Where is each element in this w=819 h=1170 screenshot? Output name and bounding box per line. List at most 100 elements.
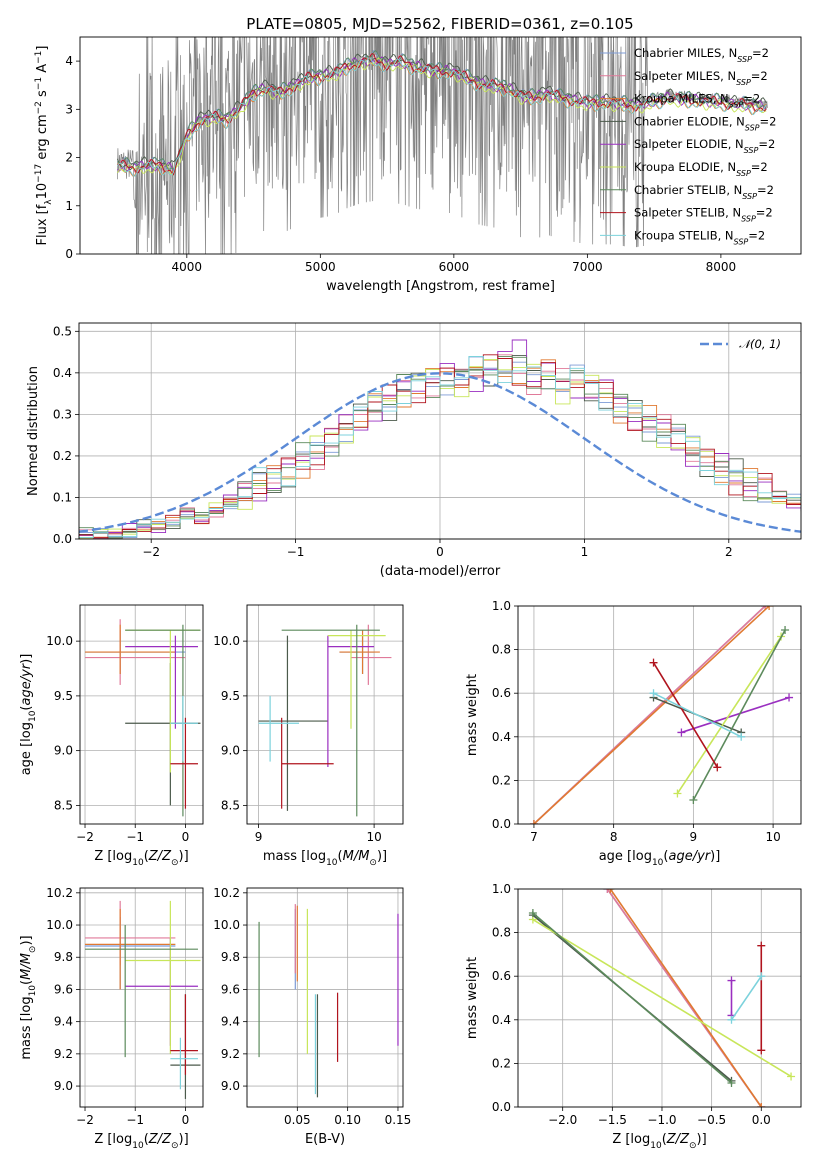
label-part: 10 [132, 1141, 144, 1151]
label-part: erg cm [35, 114, 50, 163]
x-tick-label: 0 [182, 830, 190, 844]
legend-entry: Chabrier ELODIE, NSSP=2 [634, 114, 776, 131]
plot-area [85, 900, 201, 1099]
model-spectrum-chabrier-stelib [117, 50, 767, 170]
axes-age-vs-Z: −2 −1 08.59.09.510.0Z [log10(Z/Z⊙)]age [lo… [19, 604, 204, 868]
weight-series-kroupa-stelib [649, 689, 746, 741]
weight-line [609, 889, 762, 1107]
label-part: )] [710, 849, 720, 864]
errorbar-chabrier-elodie [125, 663, 201, 806]
label-part: ( [19, 980, 34, 985]
y-tick-label: 0.4 [492, 730, 511, 744]
label-part: Z [log [94, 849, 132, 864]
axes-mass-vs-EBV: 0.05 0.10 0.15 9.0 9.2 9.4 9.6 9.8 10.0 10.2 E(B-V… [213, 886, 411, 1147]
y-tick-label: 9.0 [221, 1079, 240, 1093]
y-tick-label: 8.5 [54, 798, 73, 812]
label-part: 10 [652, 858, 664, 868]
x-tick-label: 8000 [706, 260, 737, 274]
x-axis-label: Z [log10(Z/Z⊙)] [94, 1132, 188, 1151]
weight-point [677, 728, 686, 737]
weight-point [689, 796, 698, 805]
label-part: ( [663, 849, 668, 864]
legend-entry: Salpeter STELIB, NSSP=2 [634, 206, 773, 224]
weight-series-kroupa-elodie [528, 915, 796, 1081]
y-tick-label: 10.0 [213, 918, 240, 932]
x-tick-label: −1 [126, 1113, 144, 1127]
label-part: −1 [34, 77, 44, 90]
weight-point [785, 693, 794, 702]
label-part: Flux [f [35, 204, 50, 245]
errorbar-salpeter-elodie [125, 937, 198, 1046]
label-part: −2 [34, 101, 44, 114]
label-part: age [log [19, 722, 34, 775]
legend-entry: Kroupa STELIB, NSSP=2 [634, 228, 765, 246]
model-spectrum-chabrier-elodie [116, 53, 767, 171]
y-tick-label: 1.0 [492, 599, 511, 613]
y-tick-label: 0.6 [492, 969, 511, 983]
y-tick-label: 0.4 [492, 1013, 511, 1027]
label-part: ] [35, 46, 50, 51]
x-tick-label: −1.5 [598, 1113, 627, 1127]
y-axis-label: mass weight [465, 957, 480, 1039]
x-tick-label: 7000 [572, 260, 603, 274]
label-part: age [log [599, 849, 652, 864]
weight-series-chabrier-stelib [689, 625, 790, 805]
weight-line [652, 662, 718, 768]
weight-point [649, 689, 658, 698]
weight-series-kroupa-miles [606, 889, 766, 1107]
x-tick-label: 0.15 [385, 1113, 412, 1127]
axes-residuals: −2 −1 0 1 2 0.0 0.1 0.2 0.3 0.4 0.5 (data-model)/er… [26, 322, 802, 579]
label-part: Z [log [94, 1132, 132, 1147]
y-tick-label: 9.8 [221, 950, 240, 964]
plot-area [258, 624, 392, 817]
label-part: Chabrier STELIB, N [634, 183, 742, 197]
weight-series-salpeter-stelib [649, 658, 722, 772]
label-part: ( [144, 1132, 149, 1147]
weight-point [757, 1046, 766, 1055]
axes-frame [79, 887, 204, 1108]
y-tick-label: 9.2 [221, 1047, 240, 1061]
grid [79, 323, 801, 540]
x-tick-label: −2 [76, 1113, 94, 1127]
legend-entry: Kroupa ELODIE, NSSP=2 [634, 160, 768, 178]
label-part: −17 [34, 164, 44, 183]
weight-line [692, 629, 786, 801]
label-part: =2 [758, 137, 775, 151]
legend-entry: Salpeter ELODIE, NSSP=2 [634, 137, 775, 155]
errorbar-kroupa-miles [85, 624, 176, 674]
y-tick-label: 0.1 [53, 490, 72, 504]
y-tick-label: 0.2 [492, 1056, 511, 1070]
axes-frame [517, 888, 802, 1108]
label-part: =2 [760, 114, 777, 128]
x-tick-label: −1.0 [647, 1113, 676, 1127]
residuals-legend: 𝒩(0, 1) [700, 337, 781, 351]
grid [247, 888, 403, 1107]
label-part: Kroupa MILES, N [634, 92, 729, 106]
weight-point [765, 606, 774, 610]
label-part: mass [log [263, 849, 326, 864]
y-tick-label: 9.0 [54, 744, 73, 758]
label-part: SSP [737, 55, 752, 64]
label-part: ( [19, 706, 34, 711]
label-part: age/yr [19, 662, 34, 705]
label-part: Kroupa ELODIE, N [634, 160, 736, 174]
x-tick-label: 7 [530, 830, 538, 844]
label-part: =2 [748, 228, 765, 242]
label-part: A [35, 64, 50, 77]
x-tick-label: −2.0 [548, 1113, 577, 1127]
label-part: age/yr [668, 849, 711, 864]
weight-point [737, 732, 746, 741]
label-part: ⊙ [28, 946, 38, 954]
x-tick-label: 0.05 [284, 1113, 311, 1127]
grid [518, 888, 801, 1108]
grid [518, 605, 801, 825]
label-part: =2 [757, 183, 774, 197]
label-part: ( [144, 849, 149, 864]
plot-area [529, 606, 794, 824]
label-part: SSP [745, 123, 760, 132]
legend-entry: Kroupa MILES, NSSP=2 [634, 92, 760, 110]
y-tick-label: 10.0 [213, 634, 240, 648]
weight-point [787, 1072, 796, 1081]
plot-area [116, 37, 768, 254]
plot-area [79, 339, 801, 539]
